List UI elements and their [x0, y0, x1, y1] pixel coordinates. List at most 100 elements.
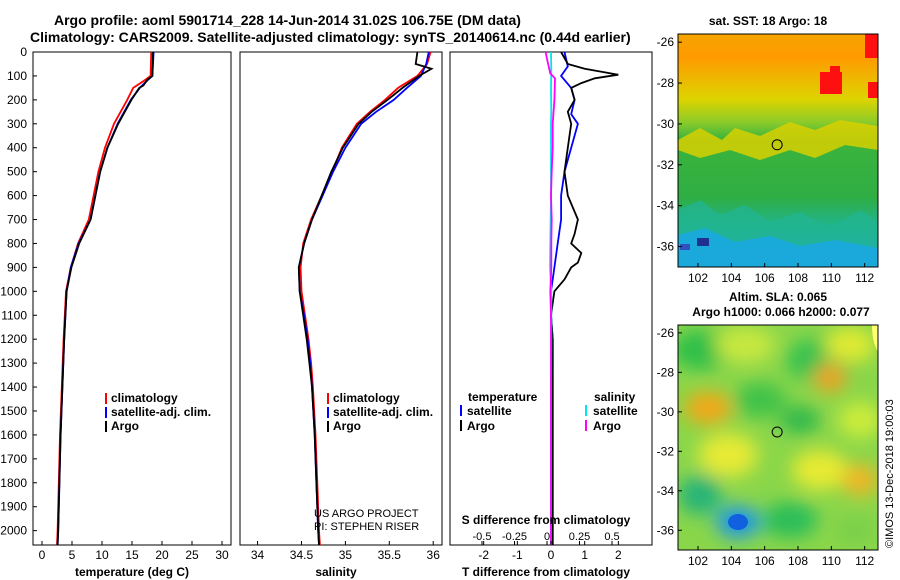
x-tick-label: 5: [69, 548, 76, 562]
s-diff-tick-label: 0.25: [569, 531, 590, 543]
project-credit: US ARGO PROJECT: [314, 508, 419, 520]
legend-label-climatology: climatology: [333, 391, 400, 405]
sst-map-axes: 102 104 106 108 110 112 -26 -28 -30 -32 -34 -36: [657, 35, 875, 285]
difference-series-group: [544, 51, 619, 545]
x-tick-label: 15: [125, 548, 139, 562]
salinity-plot-frame: [239, 51, 443, 546]
depth-tick-label: 500: [7, 165, 27, 179]
legend-swatch-climatology: [105, 393, 107, 404]
temperature-panel: 0 5 10 15 20 25 30 0 100 200 300 400 500 600 700 800 90…: [0, 45, 454, 579]
lon-tick-label: 112: [855, 554, 874, 568]
lat-tick-label: -28: [657, 365, 675, 379]
x-tick-label: -1: [512, 548, 523, 562]
lon-tick-label: 102: [688, 554, 708, 568]
sla-map-subtitle: Argo h1000: 0.066 h2000: 0.077: [692, 305, 870, 319]
depth-tick-label: 2000: [0, 524, 27, 538]
lat-tick-label: -30: [657, 405, 675, 419]
lon-tick-label: 102: [688, 271, 708, 285]
series-line-argo-t: [550, 51, 619, 545]
lat-tick-label: -26: [657, 326, 675, 340]
legend-label-satellite: satellite-adj. clim.: [111, 405, 211, 419]
x-tick-label: 20: [155, 548, 169, 562]
sla-map-frame: [677, 324, 879, 551]
temperature-difference-label: T difference from climatology: [462, 565, 630, 579]
depth-tick-label: 300: [7, 117, 27, 131]
legend-label-satellite-s: satellite: [593, 404, 638, 418]
x-tick-label: 2: [615, 548, 622, 562]
lat-tick-label: -32: [657, 444, 675, 458]
legend-label-satellite: satellite-adj. clim.: [333, 405, 433, 419]
depth-tick-label: 1000: [0, 284, 27, 298]
legend-swatch-satellite-t: [460, 405, 462, 416]
legend-label-argo-s: Argo: [593, 419, 621, 433]
lon-tick-label: 106: [755, 271, 775, 285]
lat-tick-label: -36: [657, 240, 675, 254]
salinity-panel: 34 34.5 35 35.5 36 salinity climatology sate…: [239, 51, 443, 579]
imos-watermark: ©IMOS 13-Dec-2018 19:00:03: [884, 399, 896, 548]
x-tick-label: 34.5: [290, 548, 314, 562]
legend-swatch-climatology: [327, 393, 329, 404]
depth-tick-label: 200: [7, 93, 27, 107]
legend-title-salinity: salinity: [594, 390, 636, 404]
sst-map-title: sat. SST: 18 Argo: 18: [709, 14, 828, 28]
sla-map-image: [678, 325, 878, 550]
difference-panel: -2 -1 0 1 2 -0.5 -0.25 0 0.25 0.5 S difference f…: [449, 51, 653, 579]
difference-x-ticks: -2 -1 0 1 2: [478, 541, 622, 562]
sst-map-frame: [677, 33, 879, 268]
lat-tick-label: -36: [657, 523, 675, 537]
temperature-plot-frame: [32, 51, 232, 546]
salinity-difference-ticks: -0.5 -0.25 0 0.25 0.5: [473, 531, 620, 545]
legend-swatch-argo: [105, 421, 107, 432]
depth-tick-label: 1700: [0, 452, 27, 466]
sla-map-panel: Altim. SLA: 0.065 Argo h1000: 0.066 h200…: [657, 290, 879, 568]
sst-float-position-marker: [771, 139, 783, 151]
s-diff-tick-label: -0.25: [502, 531, 527, 543]
depth-tick-label: 1100: [1, 308, 27, 322]
legend-label-climatology: climatology: [111, 391, 178, 405]
lon-tick-label: 106: [755, 554, 775, 568]
salinity-difference-label: S difference from climatology: [462, 513, 631, 527]
depth-tick-label: 1200: [0, 332, 27, 346]
x-tick-label: 34: [251, 548, 265, 562]
figure-title-line2: Climatology: CARS2009. Satellite-adjuste…: [30, 29, 631, 45]
salinity-x-ticks: 34 34.5 35 35.5 36: [251, 541, 440, 562]
salinity-xlabel: salinity: [315, 565, 357, 579]
lat-tick-label: -34: [657, 199, 675, 213]
lon-tick-label: 112: [855, 271, 874, 285]
depth-tick-label: 1500: [0, 404, 27, 418]
depth-tick-label: 1800: [0, 476, 27, 490]
lon-tick-label: 110: [822, 554, 841, 568]
depth-tick-label: 1600: [0, 428, 27, 442]
s-diff-tick-label: -0.5: [473, 531, 492, 543]
x-tick-label: -2: [478, 548, 489, 562]
s-diff-tick-label: 0.5: [604, 531, 619, 543]
x-tick-label: 0: [548, 548, 555, 562]
depth-tick-label: 800: [7, 236, 27, 250]
sla-map-axes: 102 104 106 108 110 112 -26 -28 -30 -32 -34 -36: [657, 326, 875, 568]
depth-tick-label: 1400: [0, 380, 27, 394]
x-tick-label: 10: [95, 548, 109, 562]
depth-tick-label: 400: [7, 141, 27, 155]
x-tick-label: 36: [427, 548, 441, 562]
sst-map-image: [678, 34, 878, 267]
lat-tick-label: -30: [657, 117, 675, 131]
temperature-series-group: [56, 51, 155, 546]
legend-swatch-satellite: [327, 407, 329, 418]
x-tick-label: 0: [39, 548, 46, 562]
series-line-argo: [297, 51, 434, 546]
legend-swatch-argo: [327, 421, 329, 432]
depth-tick-label: 100: [7, 69, 27, 83]
lon-tick-label: 110: [822, 271, 841, 285]
figure-title-line1: Argo profile: aoml 5901714_228 14-Jun-20…: [54, 12, 521, 28]
depth-tick-label: 900: [7, 260, 27, 274]
depth-tick-label: 600: [7, 189, 27, 203]
x-tick-label: 35: [339, 548, 353, 562]
salinity-series-group: [297, 51, 434, 546]
lon-tick-label: 108: [788, 554, 808, 568]
temperature-legend: climatology satellite-adj. clim. Argo: [105, 391, 211, 433]
sst-map-panel: sat. SST: 18 Argo: 18 102 104 106 108 110 112…: [657, 14, 879, 285]
x-tick-label: 35.5: [378, 548, 402, 562]
depth-tick-label: 0: [20, 45, 27, 59]
lat-tick-label: -34: [657, 484, 675, 498]
